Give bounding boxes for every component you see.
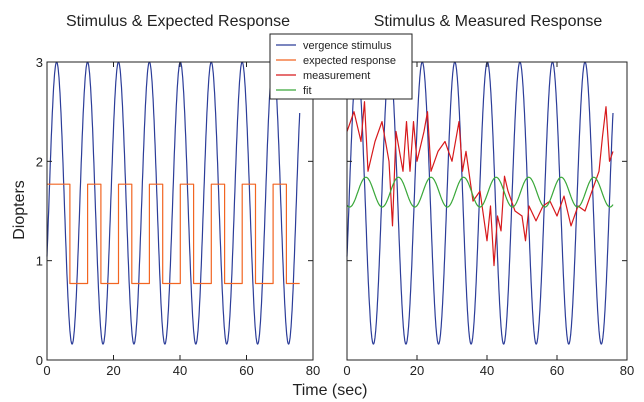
x-tick-label: 60 bbox=[550, 363, 564, 378]
y-tick-label: 3 bbox=[36, 55, 43, 70]
y-tick-label: 0 bbox=[36, 353, 43, 368]
left-plot: 0 20 40 60 80 0 1 2 3 bbox=[36, 55, 320, 378]
x-tick-label: 80 bbox=[620, 363, 634, 378]
legend-entry: expected response bbox=[276, 55, 396, 67]
right-plot: 0 20 40 60 80 bbox=[343, 61, 634, 378]
legend: vergence stimulus expected response meas… bbox=[269, 33, 413, 100]
x-tick-label: 0 bbox=[43, 363, 50, 378]
left-chart-title: Stimulus & Expected Response bbox=[66, 13, 290, 30]
series-line bbox=[346, 101, 614, 267]
x-tick-label: 40 bbox=[173, 363, 187, 378]
x-axis-label: Time (sec) bbox=[293, 382, 368, 399]
x-tick-label: 80 bbox=[306, 363, 320, 378]
series-line bbox=[346, 176, 614, 208]
y-tick-label: 2 bbox=[36, 154, 43, 169]
legend-label: expected response bbox=[303, 55, 396, 67]
legend-label: measurement bbox=[303, 70, 370, 82]
legend-entry: vergence stimulus bbox=[276, 40, 392, 52]
x-tick-label: 0 bbox=[343, 363, 350, 378]
series-line bbox=[46, 61, 301, 345]
y-tick-label: 1 bbox=[36, 254, 43, 269]
x-tick-label: 20 bbox=[106, 363, 120, 378]
legend-entry: measurement bbox=[276, 70, 370, 82]
series-line bbox=[47, 183, 300, 285]
legend-label: vergence stimulus bbox=[303, 40, 392, 52]
x-tick-label: 40 bbox=[480, 363, 494, 378]
x-tick-label: 20 bbox=[410, 363, 424, 378]
legend-label: fit bbox=[303, 85, 312, 97]
x-tick-label: 60 bbox=[239, 363, 253, 378]
y-axis-label: Diopters bbox=[11, 180, 28, 240]
right-chart-title: Stimulus & Measured Response bbox=[374, 13, 603, 30]
legend-entry: fit bbox=[276, 85, 312, 97]
